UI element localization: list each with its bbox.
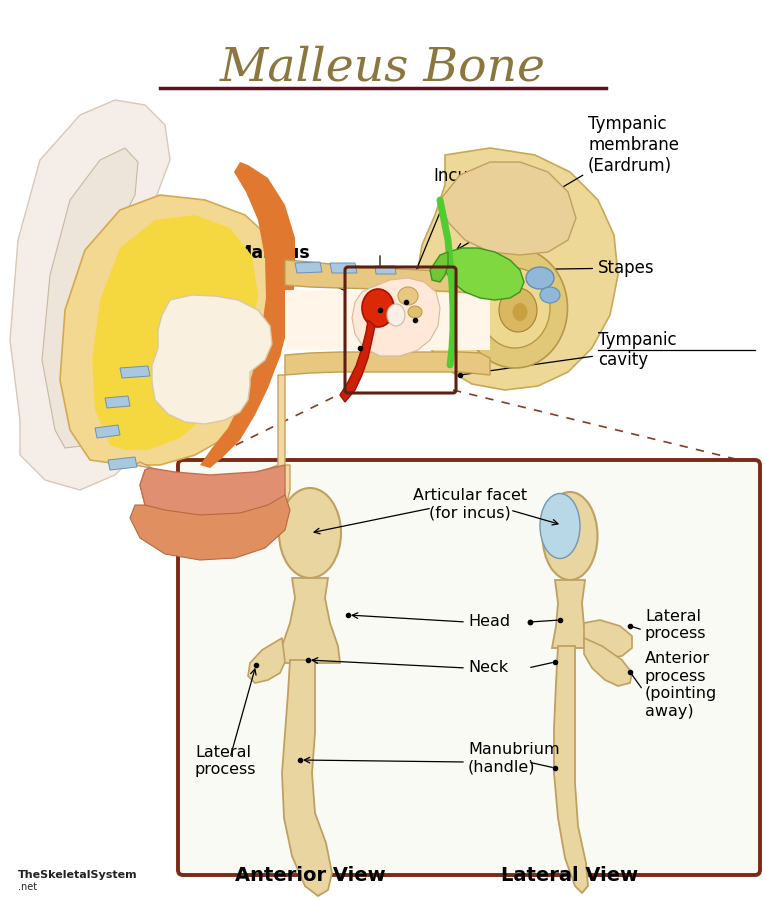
- Polygon shape: [295, 262, 322, 273]
- Text: Anterior
process
(pointing
away): Anterior process (pointing away): [645, 652, 717, 718]
- Ellipse shape: [540, 493, 580, 559]
- Polygon shape: [375, 266, 396, 274]
- Ellipse shape: [526, 267, 554, 289]
- Text: Incus: Incus: [409, 167, 477, 286]
- Polygon shape: [140, 465, 285, 545]
- Polygon shape: [430, 252, 448, 282]
- Text: Articular facet
(for incus): Articular facet (for incus): [413, 488, 527, 520]
- Text: Lateral View: Lateral View: [502, 866, 639, 885]
- Text: Malleus Bone: Malleus Bone: [220, 45, 546, 90]
- Polygon shape: [554, 646, 588, 893]
- Text: Anterior View: Anterior View: [234, 866, 385, 885]
- Polygon shape: [584, 620, 632, 658]
- Text: Manubrium
(handle): Manubrium (handle): [468, 742, 560, 774]
- Ellipse shape: [499, 288, 537, 332]
- FancyBboxPatch shape: [178, 460, 760, 875]
- Polygon shape: [108, 457, 137, 470]
- Ellipse shape: [279, 488, 341, 578]
- Ellipse shape: [408, 306, 422, 318]
- Polygon shape: [445, 248, 524, 300]
- Ellipse shape: [540, 287, 560, 303]
- Ellipse shape: [387, 304, 405, 326]
- Polygon shape: [105, 396, 130, 408]
- Polygon shape: [120, 366, 150, 378]
- Polygon shape: [340, 320, 375, 402]
- Polygon shape: [130, 495, 290, 560]
- Polygon shape: [135, 375, 290, 545]
- Polygon shape: [440, 162, 576, 255]
- Polygon shape: [200, 162, 295, 468]
- Polygon shape: [584, 638, 632, 686]
- Ellipse shape: [398, 287, 418, 305]
- Polygon shape: [285, 290, 490, 350]
- Text: Tympanic
membrane
(Eardrum): Tympanic membrane (Eardrum): [457, 115, 679, 250]
- Polygon shape: [330, 263, 357, 273]
- Polygon shape: [248, 638, 285, 683]
- Polygon shape: [60, 195, 288, 465]
- Ellipse shape: [512, 303, 528, 321]
- Polygon shape: [92, 215, 258, 450]
- Polygon shape: [10, 100, 170, 490]
- Polygon shape: [282, 660, 332, 896]
- Polygon shape: [285, 352, 490, 375]
- Ellipse shape: [362, 289, 394, 327]
- Polygon shape: [152, 295, 272, 424]
- Text: Tympanic
cavity: Tympanic cavity: [463, 330, 676, 374]
- Polygon shape: [285, 260, 490, 295]
- Polygon shape: [416, 148, 618, 390]
- Text: Neck: Neck: [468, 661, 508, 676]
- Text: Malleus: Malleus: [234, 244, 375, 307]
- Text: TheSkeletalSystem: TheSkeletalSystem: [18, 870, 138, 880]
- Text: .net: .net: [18, 882, 37, 892]
- Text: Lateral
process: Lateral process: [195, 745, 257, 778]
- Polygon shape: [552, 580, 588, 648]
- Polygon shape: [42, 148, 138, 448]
- Ellipse shape: [480, 268, 550, 348]
- Polygon shape: [352, 278, 440, 356]
- Ellipse shape: [542, 492, 597, 580]
- Text: Lateral
process: Lateral process: [645, 608, 706, 641]
- Text: Stapes: Stapes: [494, 259, 655, 277]
- Polygon shape: [280, 578, 340, 663]
- Polygon shape: [95, 425, 120, 438]
- Text: Head: Head: [468, 615, 510, 629]
- Ellipse shape: [463, 248, 568, 368]
